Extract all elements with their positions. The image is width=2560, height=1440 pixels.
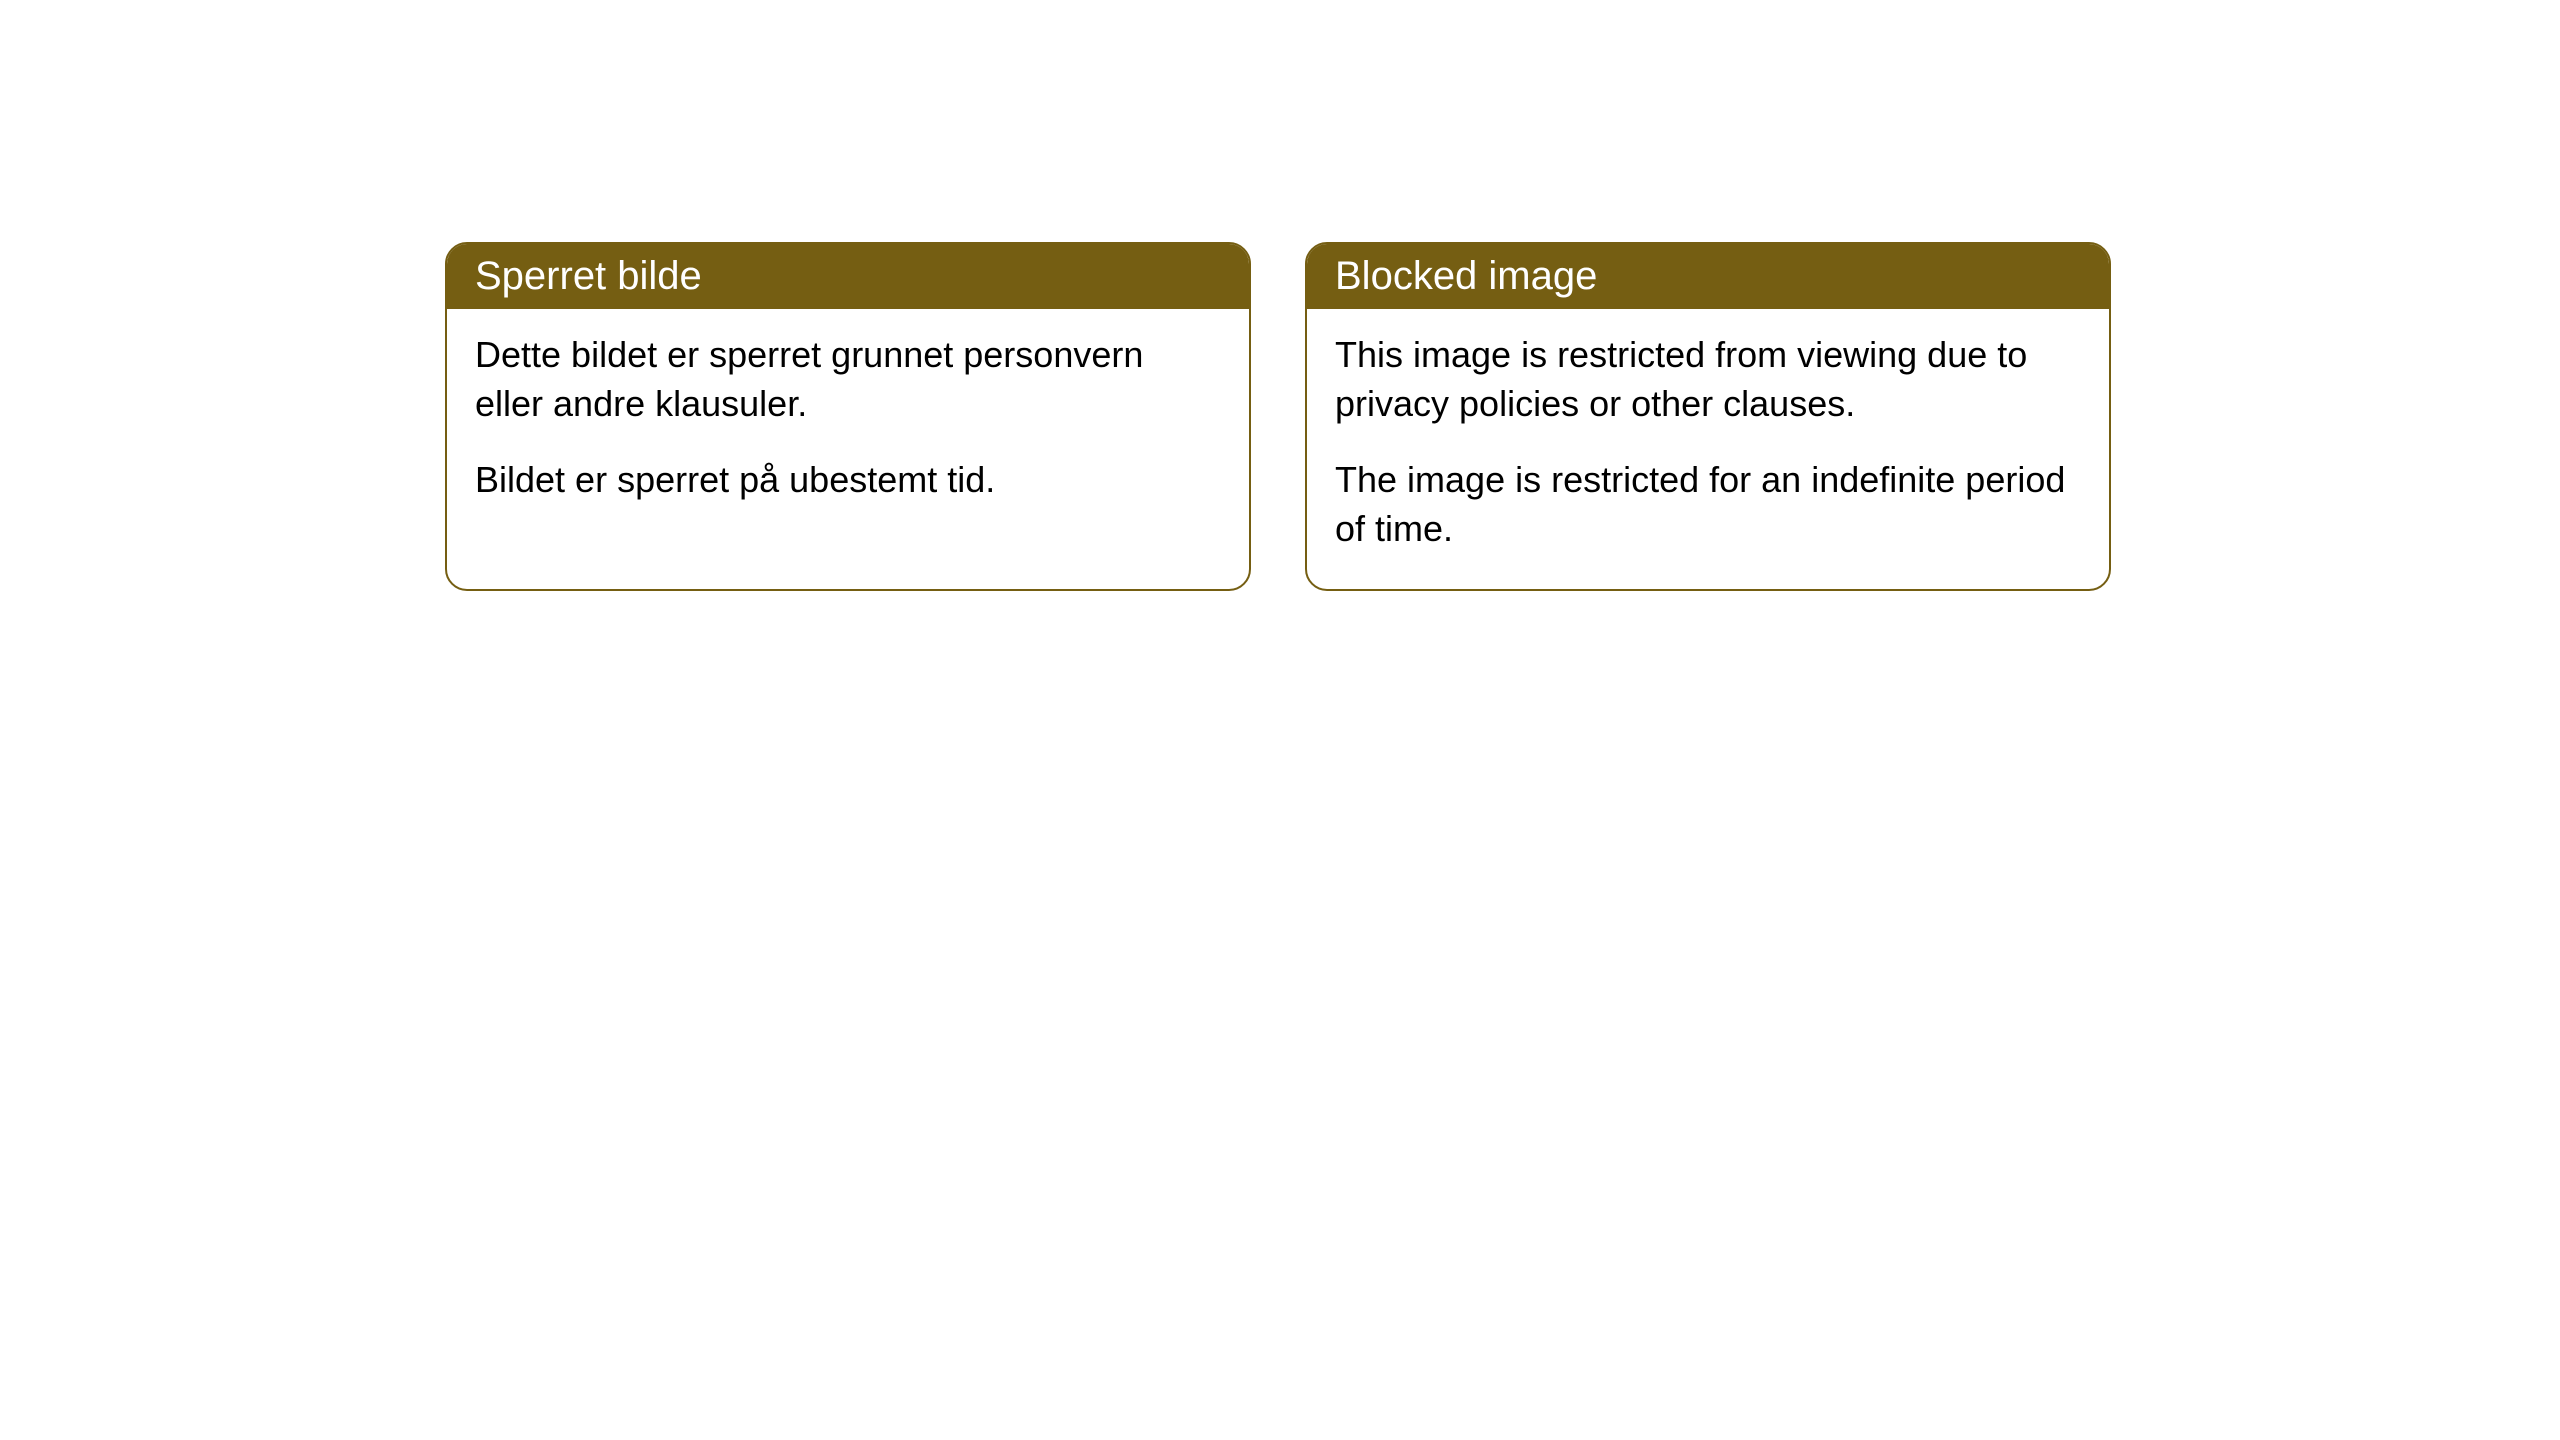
card-paragraph: Bildet er sperret på ubestemt tid. bbox=[475, 456, 1221, 505]
card-title: Sperret bilde bbox=[475, 254, 702, 298]
notice-cards-container: Sperret bilde Dette bildet er sperret gr… bbox=[445, 242, 2560, 591]
card-title: Blocked image bbox=[1335, 254, 1597, 298]
card-body: Dette bildet er sperret grunnet personve… bbox=[447, 309, 1249, 541]
card-paragraph: Dette bildet er sperret grunnet personve… bbox=[475, 331, 1221, 428]
notice-card-norwegian: Sperret bilde Dette bildet er sperret gr… bbox=[445, 242, 1251, 591]
card-paragraph: This image is restricted from viewing du… bbox=[1335, 331, 2081, 428]
card-paragraph: The image is restricted for an indefinit… bbox=[1335, 456, 2081, 553]
card-body: This image is restricted from viewing du… bbox=[1307, 309, 2109, 589]
notice-card-english: Blocked image This image is restricted f… bbox=[1305, 242, 2111, 591]
card-header: Sperret bilde bbox=[447, 244, 1249, 309]
card-header: Blocked image bbox=[1307, 244, 2109, 309]
